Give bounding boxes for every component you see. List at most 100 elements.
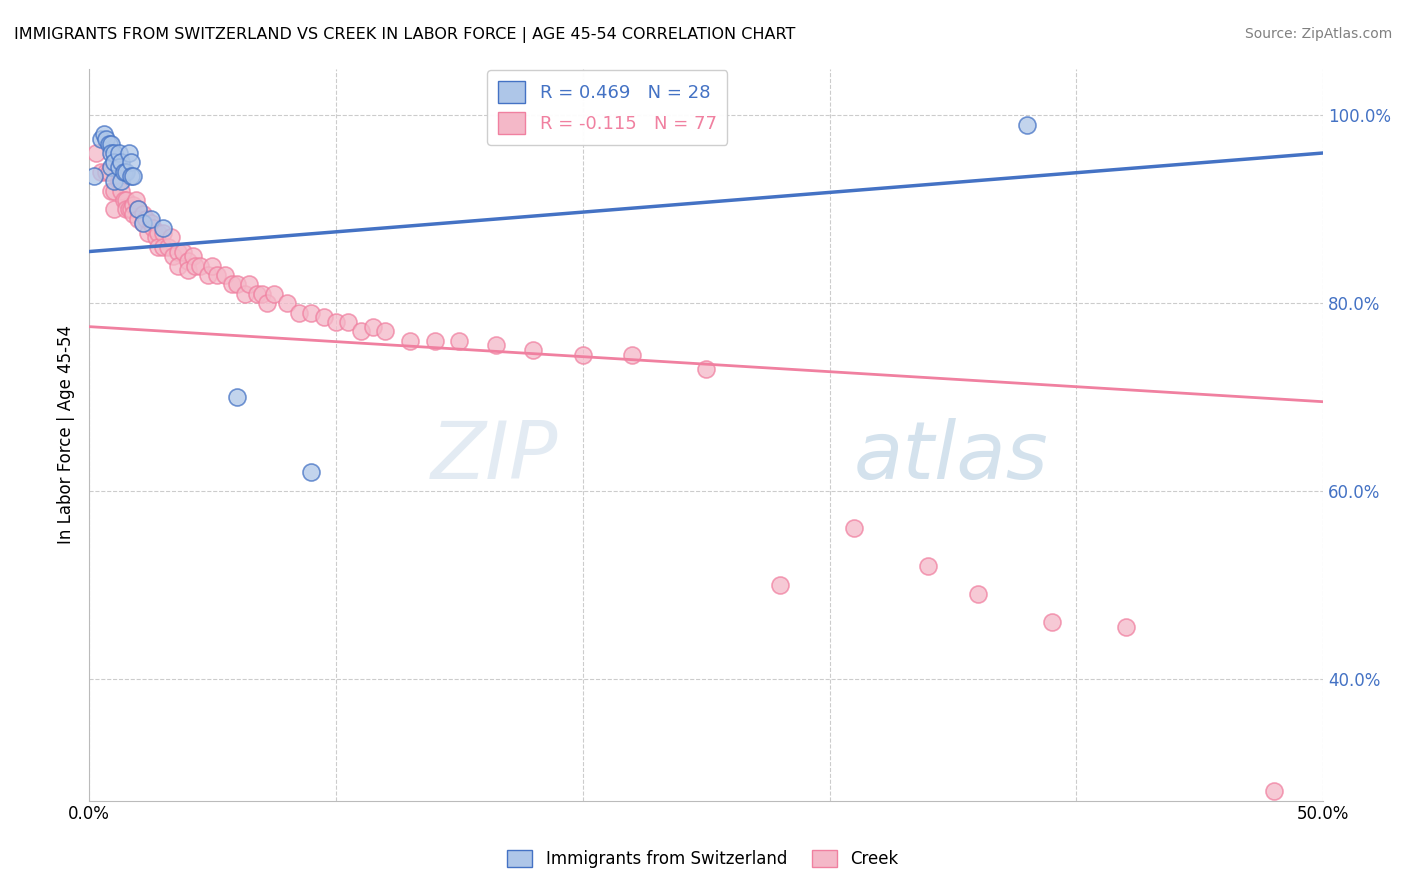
Point xyxy=(349,324,371,338)
Point xyxy=(117,202,139,217)
Point xyxy=(110,174,132,188)
Point xyxy=(361,319,384,334)
Point xyxy=(136,226,159,240)
Y-axis label: In Labor Force | Age 45-54: In Labor Force | Age 45-54 xyxy=(58,325,75,544)
Point xyxy=(83,169,105,184)
Point xyxy=(1115,620,1137,634)
Point xyxy=(177,254,200,268)
Point xyxy=(100,160,122,174)
Text: atlas: atlas xyxy=(855,417,1049,496)
Point xyxy=(107,174,129,188)
Point xyxy=(844,521,866,535)
Text: ZIP: ZIP xyxy=(430,417,558,496)
Point xyxy=(90,132,112,146)
Point xyxy=(120,155,142,169)
Point xyxy=(207,268,229,282)
Point xyxy=(112,165,135,179)
Point xyxy=(132,207,155,221)
Point xyxy=(299,305,322,319)
Point xyxy=(117,146,139,161)
Point xyxy=(256,296,278,310)
Point xyxy=(139,216,162,230)
Point xyxy=(167,244,190,259)
Point xyxy=(226,390,249,404)
Point xyxy=(103,184,125,198)
Point xyxy=(250,286,273,301)
Point xyxy=(103,174,125,188)
Point xyxy=(100,136,122,151)
Point xyxy=(167,259,190,273)
Point xyxy=(1015,118,1038,132)
Point xyxy=(120,202,142,217)
Point xyxy=(96,165,118,179)
Point xyxy=(276,296,298,310)
Point xyxy=(132,216,155,230)
Point xyxy=(86,146,108,161)
Point xyxy=(103,155,125,169)
Point xyxy=(135,211,157,226)
Point xyxy=(423,334,446,348)
Point xyxy=(1040,615,1063,630)
Point xyxy=(325,315,347,329)
Point xyxy=(226,277,249,292)
Point xyxy=(97,165,120,179)
Point xyxy=(148,240,170,254)
Point xyxy=(148,226,170,240)
Point xyxy=(107,146,129,161)
Point xyxy=(485,338,508,352)
Point xyxy=(127,202,149,217)
Point xyxy=(159,230,181,244)
Point xyxy=(115,193,138,207)
Point xyxy=(312,310,335,325)
Point xyxy=(299,465,322,479)
Point xyxy=(152,221,174,235)
Point xyxy=(142,221,165,235)
Point xyxy=(96,132,118,146)
Point xyxy=(233,286,256,301)
Point xyxy=(103,146,125,161)
Point xyxy=(181,249,204,263)
Point xyxy=(125,193,148,207)
Point xyxy=(122,197,145,211)
Point xyxy=(571,348,593,362)
Point xyxy=(188,259,211,273)
Point xyxy=(917,558,939,573)
Point xyxy=(246,286,269,301)
Point xyxy=(152,240,174,254)
Point xyxy=(162,249,184,263)
Point xyxy=(122,207,145,221)
Point xyxy=(132,216,155,230)
Point xyxy=(115,165,138,179)
Point xyxy=(238,277,260,292)
Point xyxy=(139,211,162,226)
Text: IMMIGRANTS FROM SWITZERLAND VS CREEK IN LABOR FORCE | AGE 45-54 CORRELATION CHAR: IMMIGRANTS FROM SWITZERLAND VS CREEK IN … xyxy=(14,27,796,43)
Point xyxy=(184,259,207,273)
Point xyxy=(337,315,360,329)
Point xyxy=(288,305,311,319)
Point xyxy=(695,362,717,376)
Legend: R = 0.469   N = 28, R = -0.115   N = 77: R = 0.469 N = 28, R = -0.115 N = 77 xyxy=(488,70,727,145)
Point xyxy=(449,334,471,348)
Point xyxy=(93,127,115,141)
Point xyxy=(522,343,544,357)
Point xyxy=(90,165,112,179)
Point xyxy=(122,169,145,184)
Point xyxy=(110,155,132,169)
Point xyxy=(621,348,644,362)
Legend: Immigrants from Switzerland, Creek: Immigrants from Switzerland, Creek xyxy=(501,843,905,875)
Text: Source: ZipAtlas.com: Source: ZipAtlas.com xyxy=(1244,27,1392,41)
Point xyxy=(157,240,180,254)
Point xyxy=(197,268,219,282)
Point xyxy=(374,324,396,338)
Point xyxy=(769,578,792,592)
Point xyxy=(263,286,285,301)
Point xyxy=(1263,784,1285,798)
Point xyxy=(112,193,135,207)
Point xyxy=(221,277,243,292)
Point xyxy=(100,184,122,198)
Point xyxy=(177,263,200,277)
Point xyxy=(399,334,422,348)
Point xyxy=(97,136,120,151)
Point xyxy=(120,169,142,184)
Point xyxy=(127,211,149,226)
